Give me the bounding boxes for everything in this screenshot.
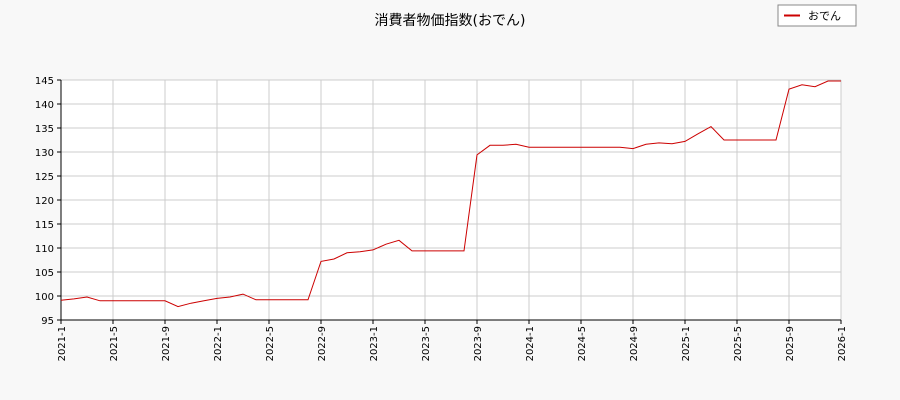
x-tick-label: 2022-1 [213, 326, 224, 361]
x-tick-label: 2024-5 [577, 326, 588, 361]
y-tick-label: 105 [35, 268, 54, 279]
chart-title: 消費者物価指数(おでん) [375, 13, 526, 29]
x-tick-label: 2023-9 [473, 326, 484, 361]
x-tick-label: 2026-1 [837, 326, 848, 361]
x-tick-label: 2024-1 [525, 326, 536, 361]
y-axis-ticks: 95 100 105 110 115 120 125 130 135 140 145 [35, 76, 61, 327]
x-tick-label: 2022-9 [317, 326, 328, 361]
y-tick-label: 120 [35, 196, 54, 207]
y-tick-label: 125 [35, 172, 54, 183]
x-tick-label: 2024-9 [629, 326, 640, 361]
y-tick-label: 130 [35, 148, 54, 159]
x-tick-label: 2025-5 [733, 326, 744, 361]
x-tick-label: 2025-1 [681, 326, 692, 361]
y-tick-label: 135 [35, 124, 54, 135]
x-tick-label: 2021-1 [57, 326, 68, 361]
legend-box [777, 4, 857, 27]
legend-label: おでん [808, 10, 841, 23]
x-tick-label: 2023-1 [369, 326, 380, 361]
legend: おでん [777, 4, 857, 27]
x-tick-label: 2023-5 [421, 326, 432, 361]
series [60, 80, 841, 308]
y-tick-label: 115 [35, 220, 54, 231]
x-tick-label: 2021-5 [109, 326, 120, 361]
x-tick-label: 2022-5 [265, 326, 276, 361]
y-tick-label: 145 [35, 76, 54, 87]
y-tick-label: 110 [35, 244, 54, 255]
y-tick-label: 95 [41, 316, 54, 327]
x-tick-label: 2021-9 [161, 326, 172, 361]
y-tick-label: 100 [35, 292, 54, 303]
x-axis-ticks: 2021-1 2021-5 2021-9 2022-1 2022-5 2022-9 2023… [57, 320, 848, 361]
x-tick-label: 2025-9 [785, 326, 796, 361]
grid [60, 79, 842, 321]
y-tick-label: 140 [35, 100, 54, 111]
series-line-odens [60, 80, 841, 308]
